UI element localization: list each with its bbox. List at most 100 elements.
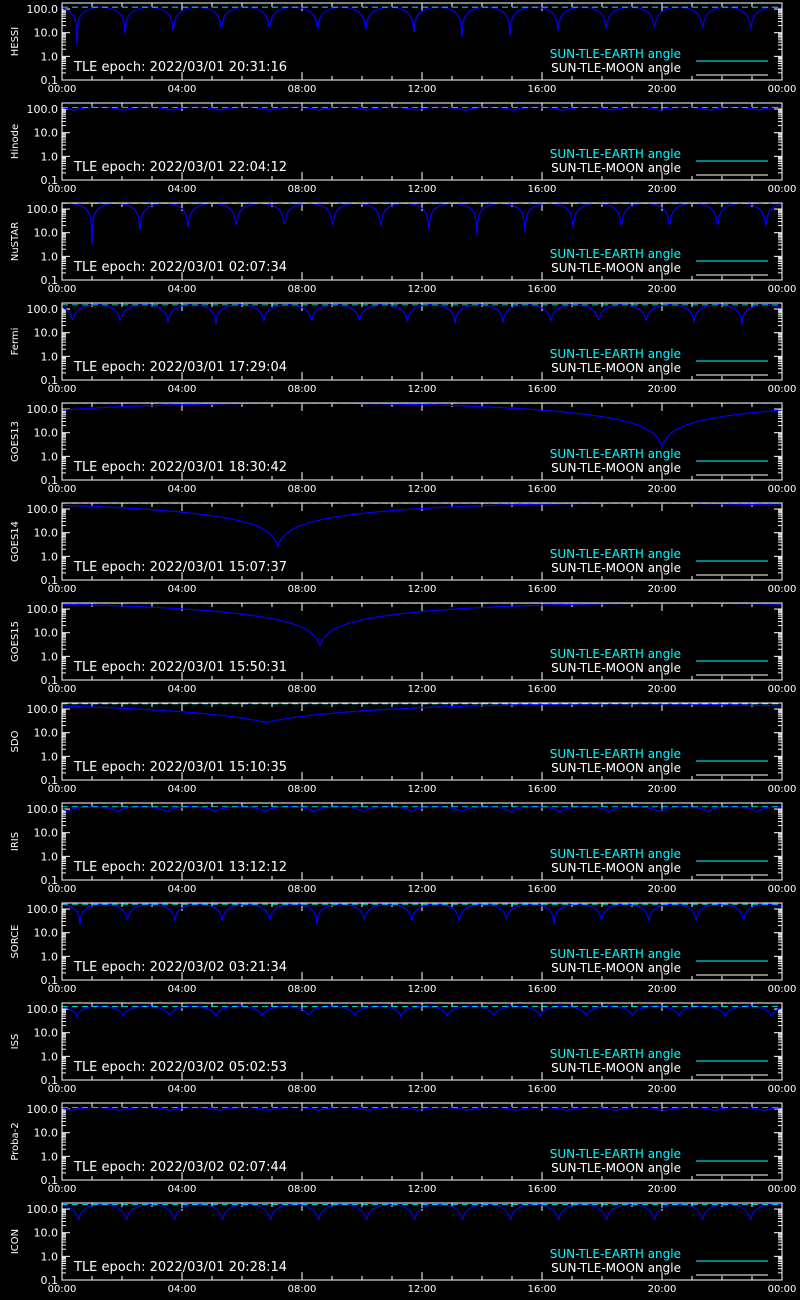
chart-panel: 100.010.01.00.100:00 04:00 08:00 12:00 16:00… <box>10 502 796 595</box>
legend-earth-label: SUN-TLE-EARTH angle <box>550 847 681 861</box>
y-tick-label: 1.0 <box>41 550 59 563</box>
tle-epoch-label: TLE epoch: 2022/03/01 13:12:12 <box>73 860 287 875</box>
x-tick-label: 20:00 <box>648 84 677 95</box>
x-tick-label: 12:00 <box>408 484 437 495</box>
x-tick-label: 08:00 <box>288 884 317 895</box>
tle-epoch-label: TLE epoch: 2022/03/01 17:29:04 <box>73 360 287 375</box>
x-tick-label: 08:00 <box>288 484 317 495</box>
legend-earth-label: SUN-TLE-EARTH angle <box>550 47 681 61</box>
chart-panel: 100.010.01.00.100:00 04:00 08:00 12:00 16:00… <box>10 902 796 995</box>
panel-ylabel: GOES13 <box>10 421 21 462</box>
panel-frame <box>61 602 783 681</box>
y-tick-label: 100.0 <box>27 503 59 516</box>
y-tick-label: 100.0 <box>27 603 59 616</box>
x-tick-label: 20:00 <box>648 984 677 995</box>
y-tick-label: 100.0 <box>27 3 59 16</box>
legend-moon-label: SUN-TLE-MOON angle <box>551 461 681 475</box>
x-tick-label: 00:00 <box>768 1284 797 1295</box>
chart-panel: 100.010.01.00.100:00 04:00 08:00 12:00 16:00… <box>10 1102 797 1195</box>
y-tick-label: 10.0 <box>34 1227 59 1240</box>
x-tick-label: 16:00 <box>528 584 557 595</box>
x-tick-label: 16:00 <box>528 684 557 695</box>
panel-ylabel: ICON <box>10 1229 21 1254</box>
x-tick-label: 00:00 <box>48 1284 77 1295</box>
chart-panel: 100.010.01.00.100:00 04:00 08:00 12:00 16:00… <box>10 202 797 295</box>
legend-earth-label: SUN-TLE-EARTH angle <box>550 247 681 261</box>
panel-frame <box>61 1002 783 1081</box>
x-tick-label: 04:00 <box>168 1084 197 1095</box>
y-tick-label: 0.1 <box>41 374 59 387</box>
tle-epoch-label: TLE epoch: 2022/03/01 15:10:35 <box>73 760 287 775</box>
earth-angle-curve <box>62 203 782 246</box>
y-tick-label: 10.0 <box>34 627 59 640</box>
earth-angle-curve <box>62 304 782 325</box>
y-tick-label: 1.0 <box>41 950 59 963</box>
earth-angle-curve <box>62 1106 782 1112</box>
legend-earth-label: SUN-TLE-EARTH angle <box>550 1047 681 1061</box>
y-tick-label: 0.1 <box>41 674 59 687</box>
panel-ylabel: GOES14 <box>10 521 21 562</box>
x-tick-label: 00:00 <box>768 784 797 795</box>
x-tick-label: 00:00 <box>768 384 797 395</box>
y-tick-label: 0.1 <box>41 574 59 587</box>
y-tick-label: 10.0 <box>34 127 59 140</box>
panel-ylabel: SORCE <box>10 925 21 959</box>
x-tick-label: 00:00 <box>768 1184 797 1195</box>
y-tick-label: 1.0 <box>41 450 59 463</box>
x-tick-label: 12:00 <box>408 84 437 95</box>
x-tick-label: 16:00 <box>528 84 557 95</box>
x-tick-label: 04:00 <box>168 384 197 395</box>
earth-angle-curve <box>62 806 782 814</box>
x-tick-label: 20:00 <box>648 1184 677 1195</box>
x-tick-label: 12:00 <box>408 684 437 695</box>
y-tick-label: 10.0 <box>34 727 59 740</box>
y-tick-label: 100.0 <box>27 1203 59 1216</box>
chart-panel: 100.010.01.00.100:00 04:00 08:00 12:00 16:00… <box>10 102 797 195</box>
x-tick-label: 20:00 <box>648 1084 677 1095</box>
x-tick-label: 16:00 <box>528 1084 557 1095</box>
panel-frame <box>61 302 783 381</box>
x-tick-label: 00:00 <box>768 484 797 495</box>
tle-epoch-label: TLE epoch: 2022/03/01 15:50:31 <box>73 660 287 675</box>
x-tick-label: 08:00 <box>288 1284 317 1295</box>
y-tick-label: 0.1 <box>41 1074 59 1087</box>
y-tick-label: 1.0 <box>41 750 59 763</box>
y-tick-label: 10.0 <box>34 1127 59 1140</box>
panel-ylabel: SDO <box>10 730 21 752</box>
panel-frame <box>61 1202 783 1281</box>
y-tick-label: 10.0 <box>34 927 59 940</box>
x-tick-label: 00:00 <box>48 384 77 395</box>
panel-frame <box>61 702 783 781</box>
x-tick-label: 00:00 <box>48 684 77 695</box>
x-tick-label: 12:00 <box>408 984 437 995</box>
y-tick-label: 100.0 <box>27 1103 59 1116</box>
chart-panel: 100.010.01.00.100:00 04:00 08:00 12:00 16:00… <box>10 2 797 95</box>
legend-moon-label: SUN-TLE-MOON angle <box>551 861 681 875</box>
chart-panel: 100.010.01.00.100:00 04:00 08:00 12:00 16:00… <box>10 802 796 895</box>
x-tick-label: 20:00 <box>648 584 677 595</box>
x-tick-label: 08:00 <box>288 1184 317 1195</box>
x-tick-label: 04:00 <box>168 184 197 195</box>
panel-frame <box>61 1102 783 1181</box>
y-tick-label: 1.0 <box>41 150 59 163</box>
x-tick-label: 08:00 <box>288 384 317 395</box>
x-tick-label: 00:00 <box>768 184 797 195</box>
x-tick-label: 00:00 <box>48 1184 77 1195</box>
tle-epoch-label: TLE epoch: 2022/03/02 02:07:44 <box>73 1160 287 1175</box>
x-tick-label: 20:00 <box>648 184 677 195</box>
y-tick-label: 1.0 <box>41 350 59 363</box>
x-tick-label: 16:00 <box>528 884 557 895</box>
y-tick-label: 100.0 <box>27 403 59 416</box>
x-tick-label: 00:00 <box>48 584 77 595</box>
x-tick-label: 00:00 <box>768 684 797 695</box>
x-tick-label: 00:00 <box>48 784 77 795</box>
panel-ylabel: NuSTAR <box>10 222 21 261</box>
x-tick-label: 12:00 <box>408 884 437 895</box>
x-tick-label: 00:00 <box>768 284 797 295</box>
chart-panel: 100.010.01.00.100:00 04:00 08:00 12:00 16:00… <box>10 302 797 395</box>
x-tick-label: 04:00 <box>168 484 197 495</box>
panel-ylabel: ISS <box>10 1034 21 1050</box>
legend-moon-label: SUN-TLE-MOON angle <box>551 261 681 275</box>
x-tick-label: 00:00 <box>768 84 797 95</box>
